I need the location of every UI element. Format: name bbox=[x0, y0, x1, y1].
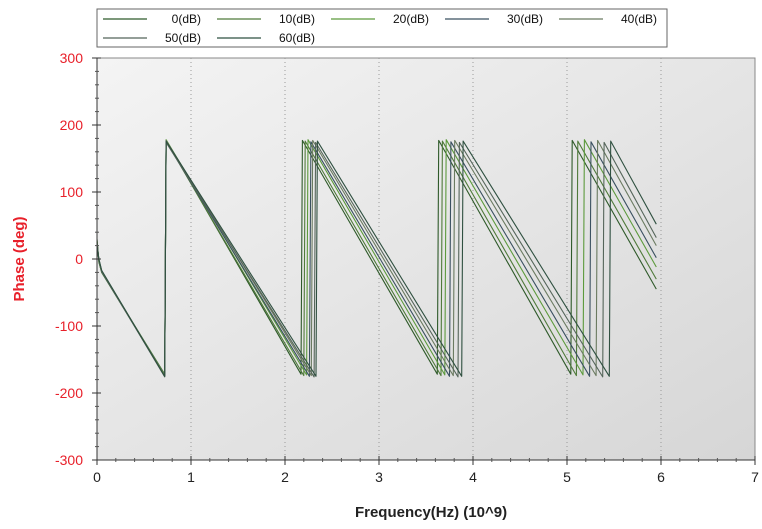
legend-label: 60(dB) bbox=[279, 31, 315, 45]
x-tick-label: 0 bbox=[93, 469, 101, 485]
y-tick-label: -200 bbox=[55, 385, 83, 401]
x-tick-label: 2 bbox=[281, 469, 289, 485]
legend-box bbox=[96, 8, 668, 48]
x-tick-label: 7 bbox=[751, 469, 759, 485]
y-tick-label: -100 bbox=[55, 318, 83, 334]
y-tick-label: 0 bbox=[75, 251, 83, 267]
x-tick-label: 4 bbox=[469, 469, 477, 485]
plot-area bbox=[96, 57, 756, 461]
legend: 0(dB) 10(dB) 20(dB) 30(dB) 40(dB) 50(dB) 60(dB… bbox=[96, 8, 668, 48]
x-axis-label: Frequency(Hz) (10^9) bbox=[355, 504, 507, 521]
x-tick-label: 5 bbox=[563, 469, 571, 485]
x-tick-label: 1 bbox=[187, 469, 195, 485]
series-lines bbox=[97, 139, 657, 378]
y-tick-label: 300 bbox=[60, 50, 84, 66]
y-tick-label: -300 bbox=[55, 452, 83, 468]
y-axis-label: Phase (deg) bbox=[11, 216, 28, 301]
grid-lines bbox=[190, 58, 662, 460]
legend-label: 30(dB) bbox=[507, 12, 543, 26]
legend-label: 20(dB) bbox=[393, 12, 429, 26]
x-tick-label: 6 bbox=[657, 469, 665, 485]
legend-label: 50(dB) bbox=[165, 31, 201, 45]
legend-label: 40(dB) bbox=[621, 12, 657, 26]
axes: 300 200 100 0 -100 -200 -300 0 1 2 3 4 5 6 7 Phase (deg… bbox=[11, 50, 759, 521]
y-tick-label: 100 bbox=[60, 184, 84, 200]
y-tick-label: 200 bbox=[60, 117, 84, 133]
legend-label: 10(dB) bbox=[279, 12, 315, 26]
series-line-6 bbox=[97, 140, 657, 377]
legend-label: 0(dB) bbox=[172, 12, 201, 26]
x-tick-label: 3 bbox=[375, 469, 383, 485]
